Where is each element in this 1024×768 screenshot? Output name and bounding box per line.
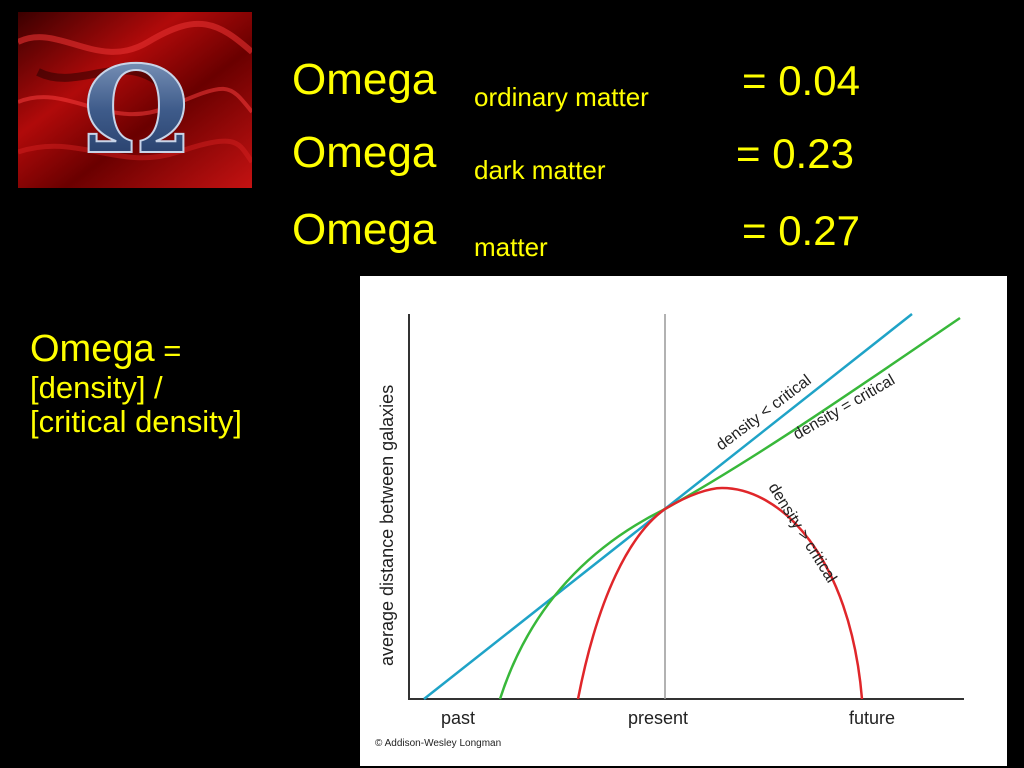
equation-subscript: ordinary matter: [474, 82, 649, 112]
label-density-greater-than-critical: density > critical: [765, 480, 840, 586]
definition-line-density: [density] /: [30, 369, 163, 405]
definition-line-critical-density: [critical density]: [30, 404, 242, 440]
definition-equals: =: [154, 333, 182, 368]
equation-subscript: matter: [474, 232, 548, 262]
equation-value: = 0.23: [736, 130, 854, 177]
equation-matter: Omega matter = 0.27: [292, 205, 912, 265]
curve-density-greater-than-critical: [576, 486, 864, 700]
equation-dark-matter: Omega dark matter = 0.23: [292, 128, 912, 188]
equation-main-label: Omega: [292, 128, 437, 177]
equation-main-label: Omega: [292, 205, 437, 254]
equation-ordinary-matter: Omega ordinary matter = 0.04: [292, 55, 912, 115]
copyright-notice: © Addison-Wesley Longman: [375, 738, 501, 749]
omega-logo-image: Ω: [18, 12, 252, 188]
y-axis-label: average distance between galaxies: [377, 385, 397, 666]
equation-value: = 0.27: [742, 207, 860, 254]
expansion-diagram: average distance between galaxies past p…: [360, 276, 1007, 766]
x-tick-present: present: [628, 708, 688, 728]
omega-symbol-icon: Ω: [83, 40, 190, 181]
equation-main-label: Omega: [292, 55, 437, 104]
x-tick-past: past: [441, 708, 475, 728]
equation-subscript: dark matter: [474, 155, 606, 185]
x-tick-future: future: [849, 708, 895, 728]
definition-head: Omega: [30, 328, 155, 370]
equation-value: = 0.04: [742, 57, 860, 104]
omega-definition: Omega = [density] / [critical density]: [30, 328, 242, 440]
